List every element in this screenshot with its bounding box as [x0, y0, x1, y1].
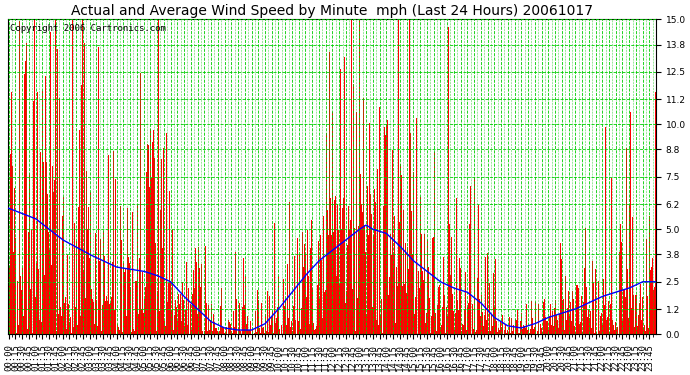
Title: Actual and Average Wind Speed by Minute  mph (Last 24 Hours) 20061017: Actual and Average Wind Speed by Minute … [71, 4, 593, 18]
Text: Copyright 2006 Cartronics.com: Copyright 2006 Cartronics.com [10, 24, 166, 33]
